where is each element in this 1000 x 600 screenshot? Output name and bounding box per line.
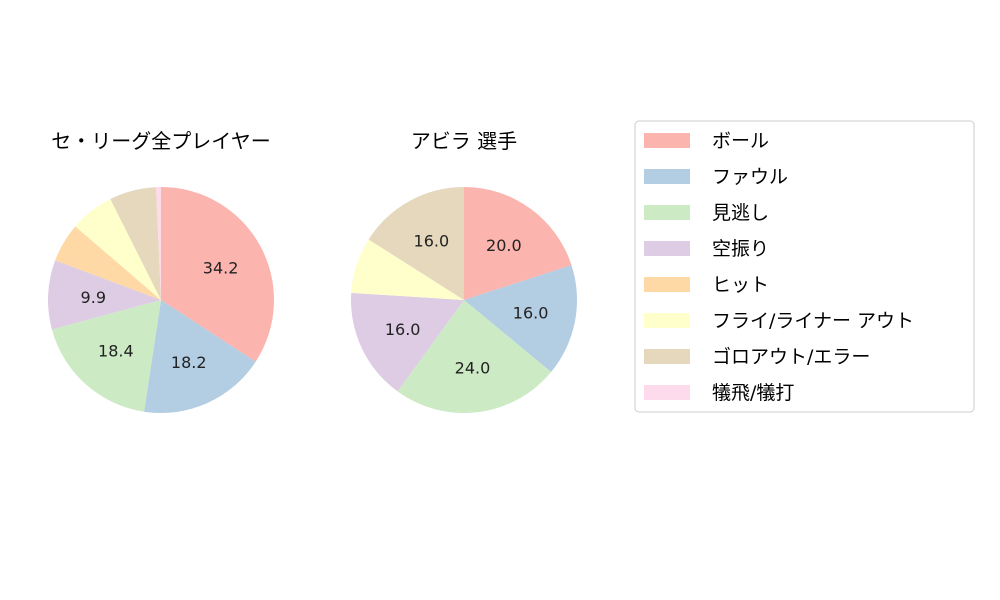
pie-chart-league: セ・リーグ全プレイヤー 34.2 18.2 18.4 9.9 [47,129,274,413]
pie-chart-player: アビラ 選手 20.0 16.0 24.0 16.0 16.0 [351,129,577,413]
slice-value-label: 20.0 [486,236,522,255]
pie-slice [351,292,464,392]
legend-label: ファウル [712,166,788,188]
legend-swatch [644,349,690,364]
legend-swatch [644,385,690,400]
pie-slice [161,187,274,362]
slice-value-label: 34.2 [203,259,239,278]
pie-slice [144,300,256,413]
legend-swatch [644,277,690,292]
chart-title: セ・リーグ全プレイヤー [51,129,270,153]
legend-label: ゴロアウト/エラー [712,346,870,368]
slice-value-label: 18.4 [98,342,134,361]
legend-swatch [644,313,690,328]
legend-swatch [644,169,690,184]
legend-label: 空振り [712,238,769,260]
slice-value-label: 18.2 [171,353,207,372]
legend-label: ヒット [712,274,769,296]
legend-label: 見逃し [712,202,769,224]
slice-value-label: 16.0 [385,320,421,339]
legend-swatch [644,205,690,220]
pie-slice [55,226,162,300]
legend-swatch [644,241,690,256]
pie-slice [75,198,161,300]
pie-slice [156,187,161,300]
slice-value-label: 16.0 [513,304,549,323]
pie-slice [368,187,464,300]
pie-slice [51,300,161,412]
chart-title: アビラ 選手 [411,129,517,153]
pie-slice [397,300,552,413]
legend-label: フライ/ライナー アウト [712,310,914,332]
slice-value-label: 16.0 [414,232,450,251]
legend-label: ボール [712,130,769,152]
pie-slice [110,187,161,300]
pie-slice [464,265,577,373]
legend-frame [634,120,975,413]
pie-slice [464,187,572,300]
pie-slice [47,260,161,330]
legend-label: 犠飛/犠打 [712,382,794,404]
slice-value-label: 9.9 [81,288,106,307]
slice-value-label: 24.0 [455,358,491,377]
pie-slice [351,239,464,300]
legend-swatch [644,133,690,148]
